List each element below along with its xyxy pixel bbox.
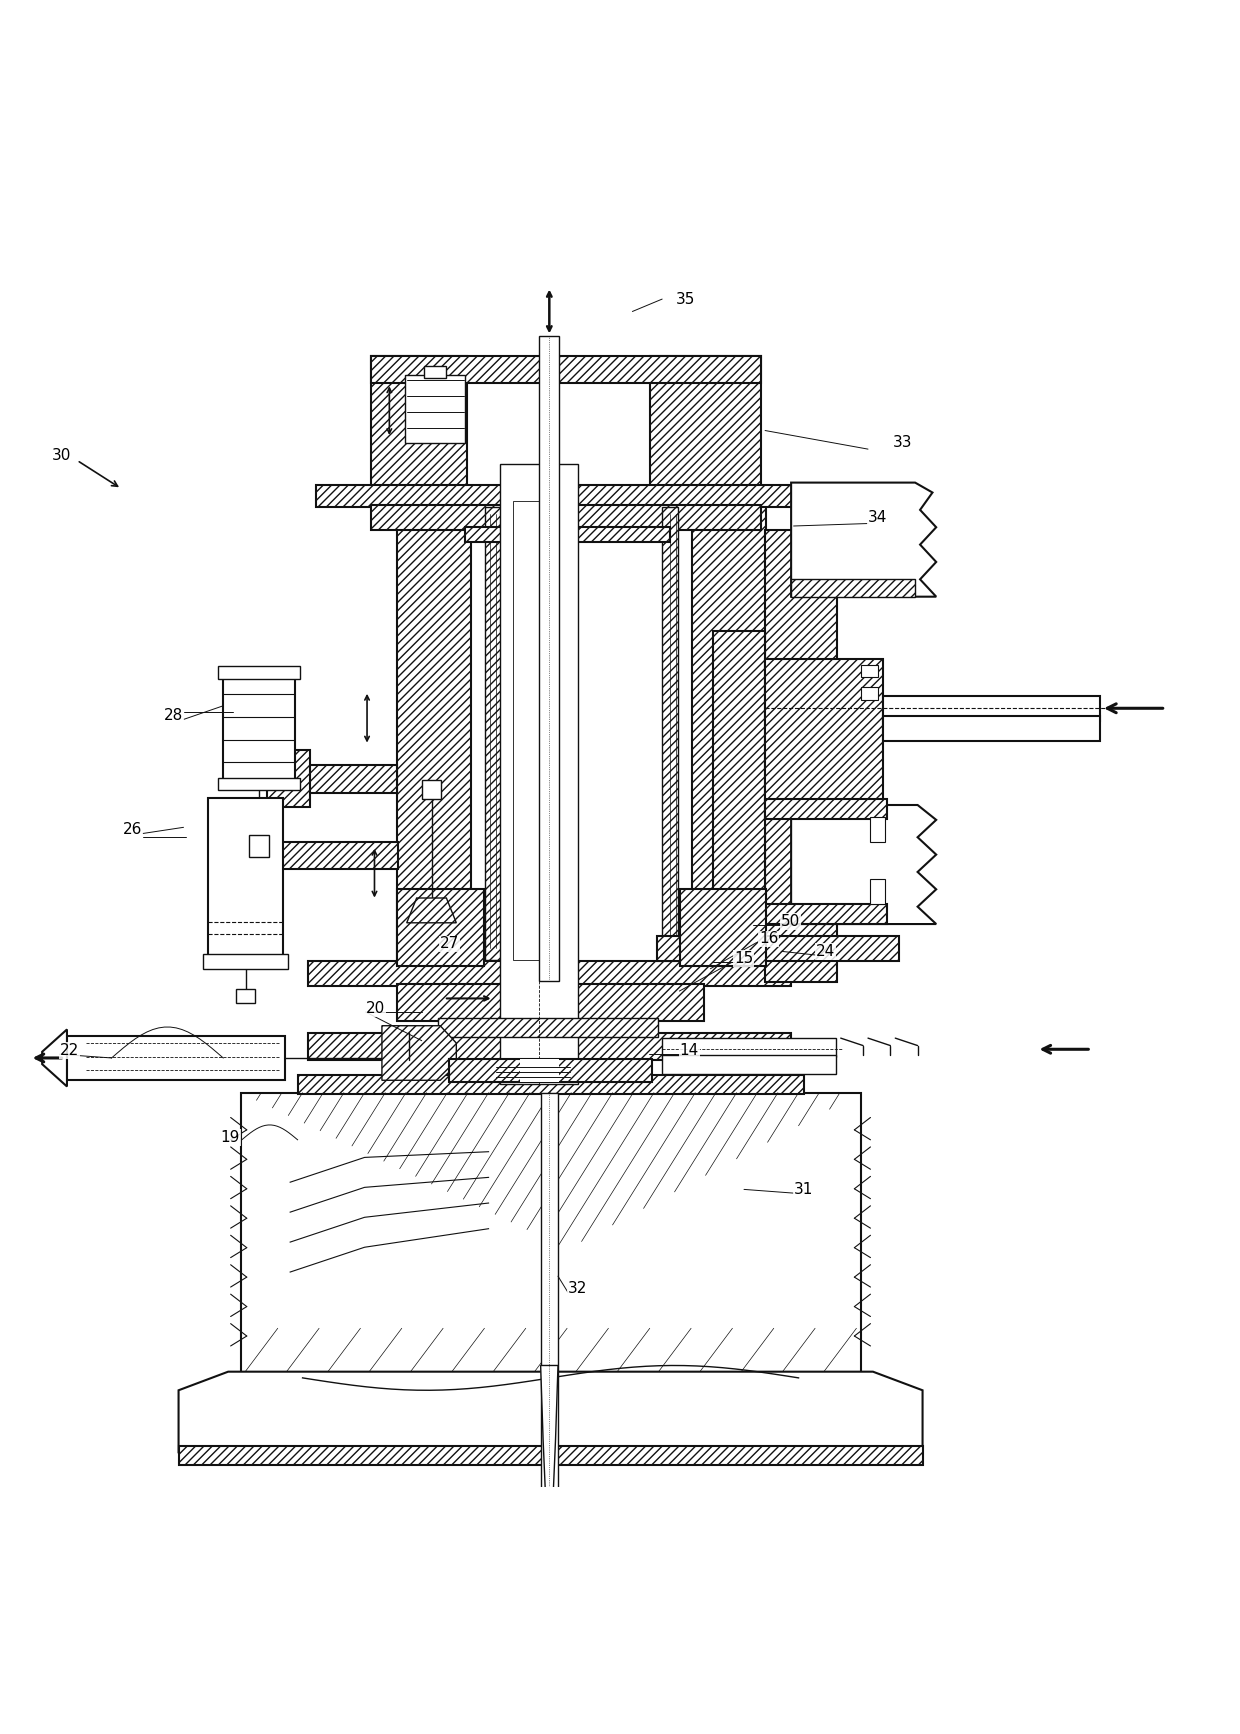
Bar [513, 501, 548, 961]
Text: 15: 15 [734, 952, 754, 966]
Text: 20: 20 [366, 1001, 386, 1016]
Bar [465, 527, 670, 543]
Bar [371, 355, 467, 491]
Bar [249, 834, 269, 857]
Text: 24: 24 [816, 943, 836, 959]
Bar [397, 890, 484, 966]
Bar [218, 666, 300, 678]
Bar [218, 779, 300, 791]
Bar [870, 879, 885, 903]
Bar [208, 798, 283, 959]
Bar [500, 465, 578, 1084]
Bar [692, 489, 766, 961]
Bar [765, 903, 887, 924]
Bar [883, 716, 1100, 740]
Polygon shape [382, 1027, 456, 1080]
Bar [657, 936, 899, 961]
Text: 22: 22 [60, 1044, 79, 1058]
Bar [424, 366, 446, 378]
Polygon shape [407, 898, 456, 922]
Text: 32: 32 [568, 1281, 588, 1295]
Bar [405, 375, 465, 442]
Bar [541, 1092, 558, 1552]
Bar [662, 1056, 836, 1073]
Text: 33: 33 [893, 435, 913, 451]
Bar [539, 336, 559, 981]
Polygon shape [179, 1372, 923, 1453]
Bar [422, 780, 441, 799]
Bar [316, 486, 794, 508]
Text: 28: 28 [164, 707, 184, 723]
Bar [883, 695, 1100, 721]
Bar [236, 988, 255, 1004]
Text: 50: 50 [781, 914, 801, 929]
Text: 26: 26 [123, 822, 143, 838]
Polygon shape [791, 482, 936, 596]
Bar [662, 508, 678, 961]
Polygon shape [541, 1365, 558, 1526]
Bar [298, 1075, 804, 1094]
Bar [279, 843, 398, 869]
Bar [520, 983, 559, 1021]
Bar [765, 799, 887, 818]
Text: 19: 19 [221, 1131, 241, 1144]
Bar [295, 765, 397, 792]
Text: 27: 27 [440, 936, 460, 952]
Bar [870, 817, 885, 843]
Bar [520, 1059, 559, 1082]
Bar [662, 1039, 836, 1056]
Bar [308, 961, 791, 987]
Bar [650, 355, 761, 491]
Bar [791, 579, 915, 596]
Bar [179, 1446, 923, 1465]
Bar [485, 508, 501, 961]
Bar [308, 1033, 791, 1061]
Bar [713, 631, 765, 929]
Polygon shape [42, 1030, 67, 1087]
Bar [765, 529, 837, 983]
Text: 31: 31 [794, 1183, 813, 1196]
Bar [67, 1035, 285, 1080]
Text: 16: 16 [759, 931, 779, 947]
Bar [501, 508, 662, 961]
Bar [438, 1018, 658, 1037]
Bar [861, 687, 878, 699]
Bar [397, 489, 471, 961]
Bar [223, 671, 295, 786]
Text: 30: 30 [52, 447, 72, 463]
Text: 34: 34 [868, 510, 888, 525]
Text: 35: 35 [676, 291, 696, 307]
Bar [397, 983, 704, 1021]
Bar [241, 1092, 861, 1379]
Bar [765, 659, 883, 801]
Text: 14: 14 [680, 1044, 699, 1058]
Polygon shape [791, 805, 936, 924]
Bar [371, 355, 761, 383]
Bar [680, 890, 766, 966]
Bar [267, 751, 310, 808]
Bar [203, 954, 288, 969]
Bar [861, 664, 878, 678]
Bar [449, 1059, 652, 1082]
Bar [371, 505, 761, 529]
